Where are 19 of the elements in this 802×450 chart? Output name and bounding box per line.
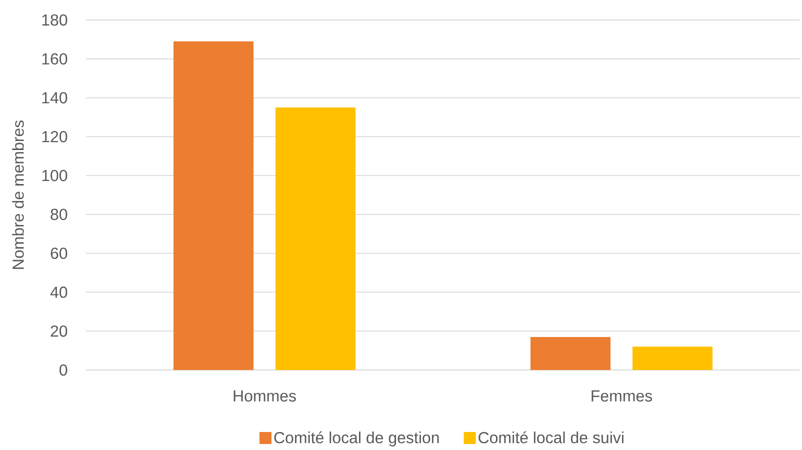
y-tick-label: 140	[42, 92, 68, 104]
y-tick-label: 0	[60, 364, 68, 376]
y-tick-label: 180	[42, 14, 68, 26]
legend-label: Comité local de gestion	[274, 431, 439, 446]
y-tick-label: 160	[42, 53, 68, 65]
legend-label: Comité local de suivi	[478, 431, 624, 444]
y-tick-label: 40	[50, 286, 68, 298]
y-tick-label: 120	[42, 131, 68, 142]
x-tick-label: Hommes	[234, 390, 296, 402]
bar	[276, 107, 356, 370]
bar	[174, 41, 254, 370]
y-tick-label: 100	[42, 170, 68, 182]
bar	[632, 346, 713, 370]
x-tick-label: Femmes	[592, 390, 652, 402]
bar	[530, 336, 611, 370]
y-tick-label: 20	[50, 325, 68, 337]
y-tick-label: 80	[50, 208, 68, 220]
y-tick-label: 60	[50, 248, 68, 259]
y-axis-title: Nombre de membres	[12, 120, 24, 269]
